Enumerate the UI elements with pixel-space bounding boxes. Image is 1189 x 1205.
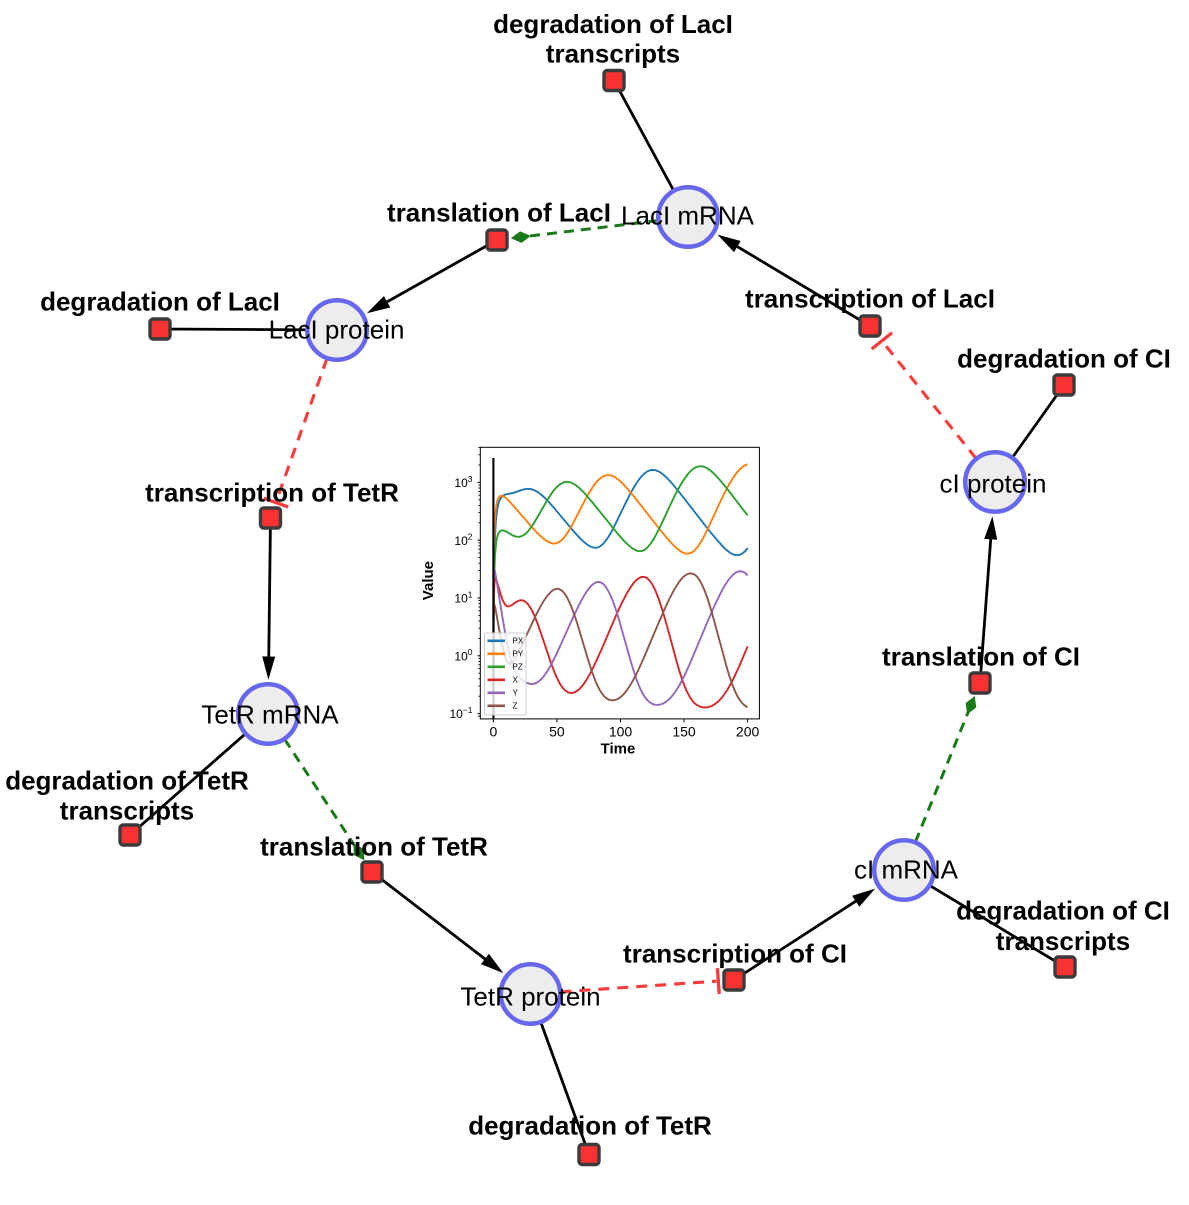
svg-text:degradation of LacI: degradation of LacI bbox=[40, 286, 280, 316]
svg-text:PY: PY bbox=[513, 650, 524, 659]
svg-text:transcription of LacI: transcription of LacI bbox=[745, 283, 995, 313]
svg-text:transcripts: transcripts bbox=[996, 926, 1130, 956]
svg-text:LacI mRNA: LacI mRNA bbox=[621, 200, 755, 230]
svg-text:cI protein: cI protein bbox=[940, 468, 1047, 498]
svg-text:Value: Value bbox=[420, 561, 437, 600]
svg-text:Time: Time bbox=[601, 741, 636, 758]
svg-text:Y: Y bbox=[513, 689, 519, 698]
svg-text:degradation of LacI: degradation of LacI bbox=[493, 9, 733, 39]
svg-text:translation of TetR: translation of TetR bbox=[260, 831, 488, 861]
svg-text:PZ: PZ bbox=[513, 663, 523, 672]
svg-text:degradation of CI: degradation of CI bbox=[957, 343, 1171, 373]
svg-text:translation of LacI: translation of LacI bbox=[387, 197, 611, 227]
svg-text:cI mRNA: cI mRNA bbox=[854, 854, 959, 884]
svg-text:Z: Z bbox=[513, 702, 518, 711]
svg-text:degradation of CI: degradation of CI bbox=[956, 895, 1170, 925]
svg-text:200: 200 bbox=[736, 724, 760, 740]
svg-text:50: 50 bbox=[549, 724, 565, 740]
svg-text:TetR mRNA: TetR mRNA bbox=[201, 699, 339, 729]
svg-text:X: X bbox=[513, 676, 519, 685]
svg-text:transcription of CI: transcription of CI bbox=[623, 938, 847, 968]
svg-text:transcription of TetR: transcription of TetR bbox=[145, 477, 399, 507]
svg-text:transcripts: transcripts bbox=[60, 795, 194, 825]
svg-text:PX: PX bbox=[513, 637, 524, 646]
svg-text:LacI protein: LacI protein bbox=[269, 314, 405, 344]
svg-text:degradation of TetR: degradation of TetR bbox=[5, 765, 249, 795]
svg-text:150: 150 bbox=[672, 724, 696, 740]
svg-text:transcripts: transcripts bbox=[546, 39, 680, 69]
svg-text:degradation of TetR: degradation of TetR bbox=[468, 1110, 712, 1140]
svg-text:0: 0 bbox=[490, 724, 498, 740]
svg-text:translation of CI: translation of CI bbox=[882, 641, 1080, 671]
svg-text:TetR protein: TetR protein bbox=[460, 981, 600, 1011]
svg-text:100: 100 bbox=[609, 724, 633, 740]
